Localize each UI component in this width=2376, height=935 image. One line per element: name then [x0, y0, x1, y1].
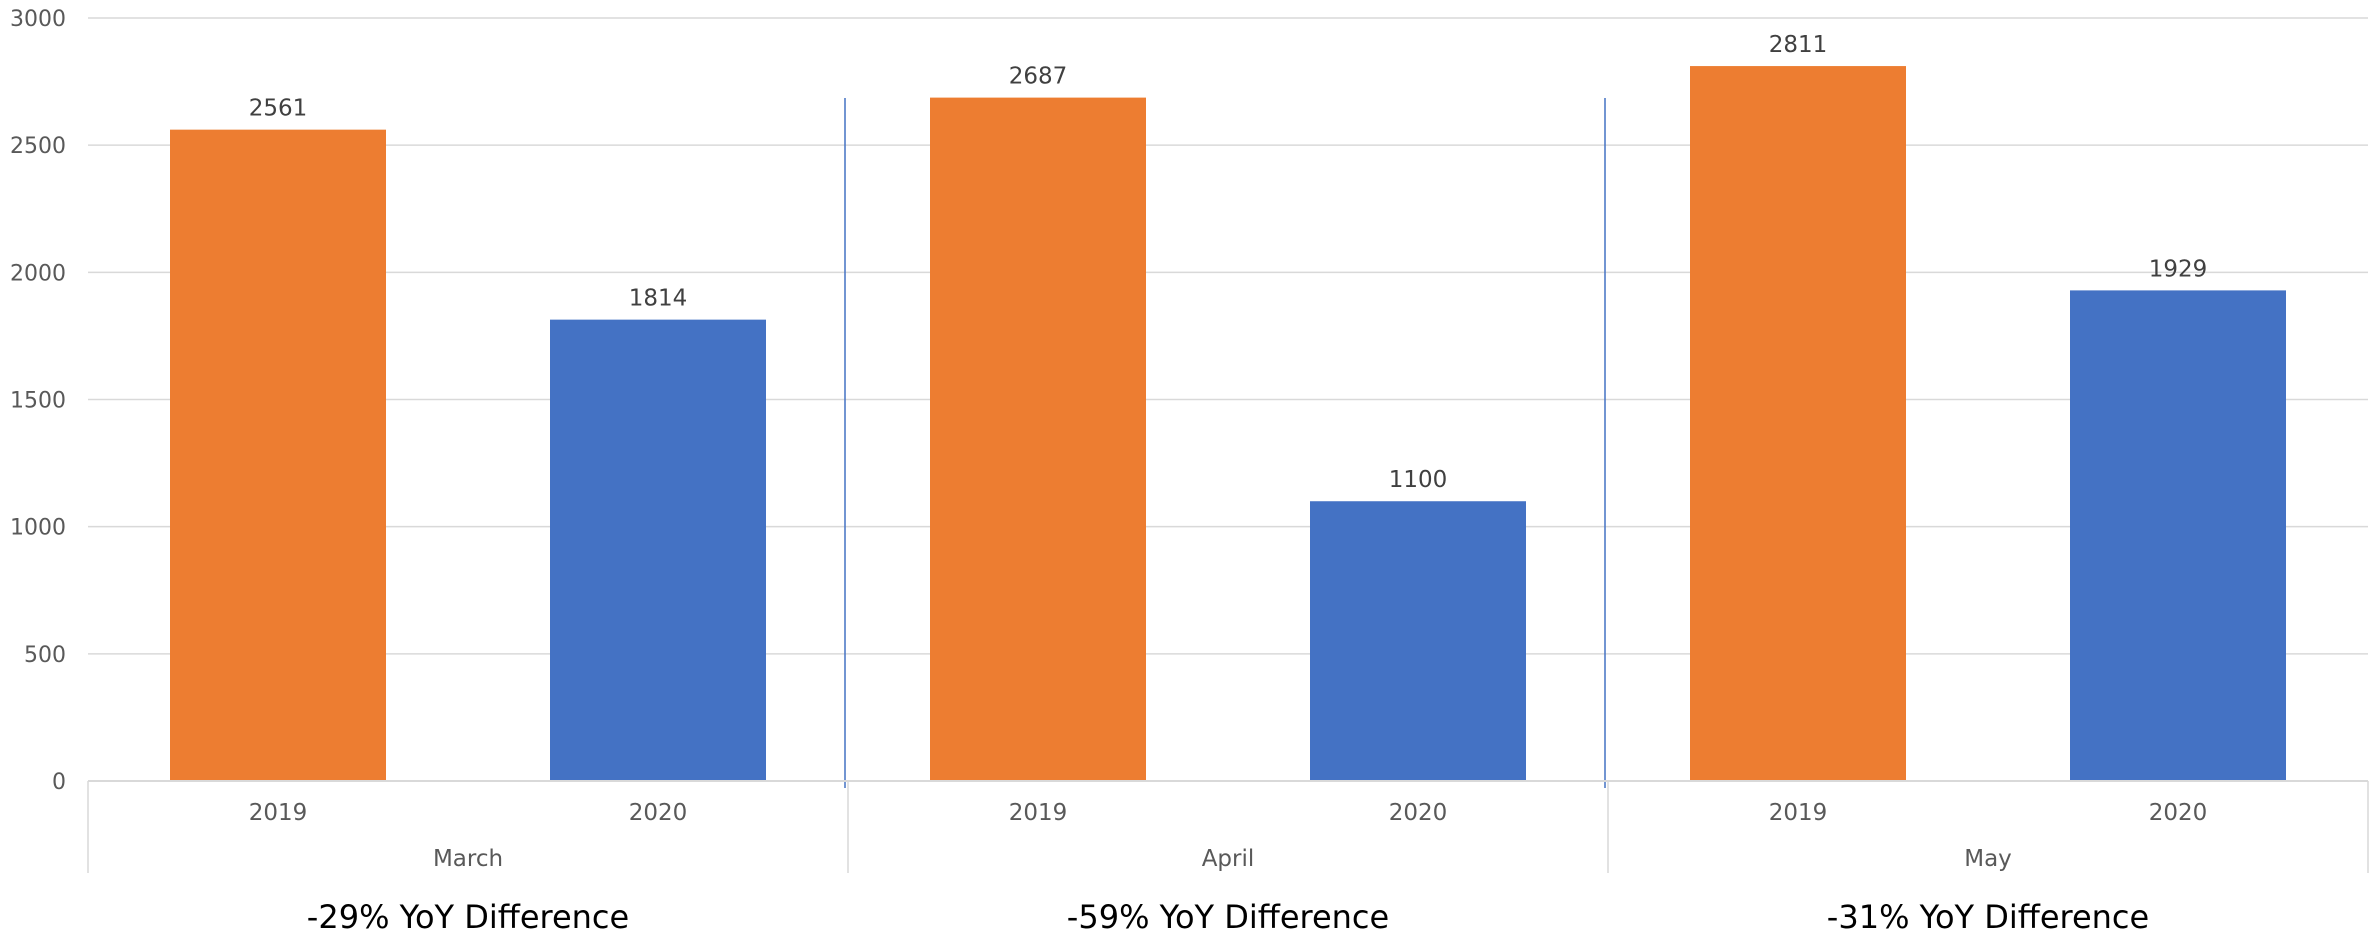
data-label: 1929 — [2149, 256, 2208, 282]
data-labels: 2561 1814 2687 1100 2811 1929 — [249, 32, 2208, 493]
data-label: 2687 — [1009, 64, 1068, 90]
x-category-label: 2019 — [249, 800, 308, 826]
bars — [170, 66, 2286, 782]
x-category-label: 2019 — [1769, 800, 1828, 826]
y-tick-label: 2500 — [10, 134, 66, 159]
bar-april-2020 — [1310, 501, 1526, 781]
x-category-label: 2020 — [1389, 800, 1448, 826]
gridlines — [88, 17, 2368, 655]
y-tick-label: 3000 — [10, 7, 66, 32]
bar-march-2019 — [170, 129, 386, 781]
yoy-difference-label: -29% YoY Difference — [307, 898, 629, 935]
data-label: 1100 — [1389, 467, 1448, 493]
y-tick-label: 500 — [24, 643, 66, 668]
data-label: 2811 — [1769, 32, 1828, 58]
bar-march-2020 — [550, 319, 766, 781]
x-category-label: 2020 — [629, 800, 688, 826]
x-group-label: March — [433, 846, 503, 872]
data-label: 1814 — [629, 286, 688, 312]
y-tick-label: 1500 — [10, 389, 66, 414]
y-axis-tick-labels: 0 500 1000 1500 2000 2500 3000 — [10, 7, 66, 795]
yoy-annotations: -29% YoY Difference -59% YoY Difference -3… — [307, 898, 2149, 935]
x-category-label: 2019 — [1009, 800, 1068, 826]
x-category-label: 2020 — [2149, 800, 2208, 826]
yoy-difference-label: -59% YoY Difference — [1067, 898, 1389, 935]
data-label: 2561 — [249, 96, 308, 122]
y-tick-label: 1000 — [10, 516, 66, 541]
y-tick-label: 0 — [52, 770, 66, 795]
x-group-label: May — [1964, 846, 2012, 872]
x-group-label: April — [1202, 846, 1255, 872]
x-axis: 2019 2020 March 2019 2020 April 2019 2020 May — [87, 780, 2369, 873]
yoy-difference-label: -31% YoY Difference — [1827, 898, 2149, 935]
bar-may-2019 — [1690, 66, 1906, 782]
y-tick-label: 2000 — [10, 261, 66, 286]
bar-may-2020 — [2070, 290, 2286, 781]
bar-april-2019 — [930, 97, 1146, 782]
group-separators — [844, 98, 1606, 788]
